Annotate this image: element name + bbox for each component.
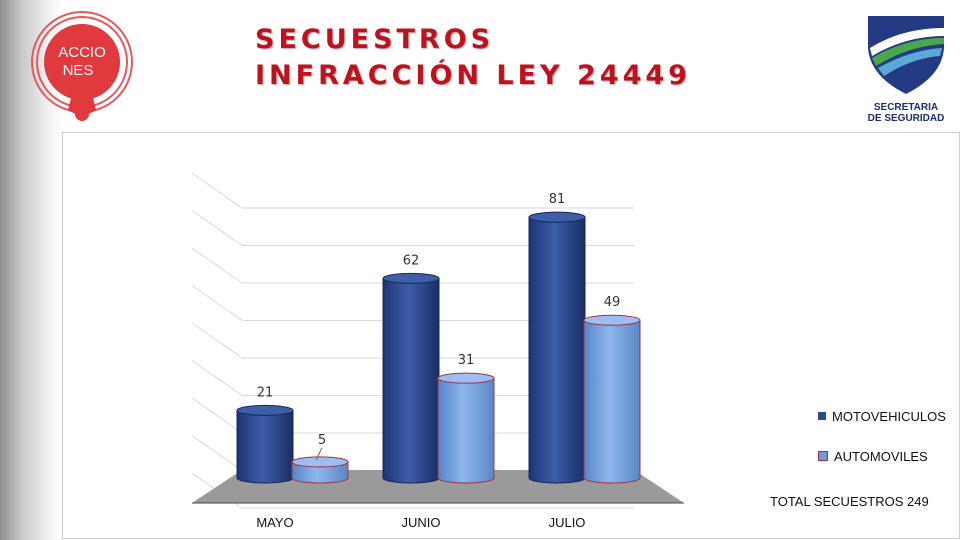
bar-top — [437, 372, 495, 384]
bar-motovehiculos-junio — [382, 272, 440, 484]
bar-top — [291, 456, 349, 468]
secretaria-text-2: DE SEGURIDAD — [867, 113, 945, 124]
gridline-diagonal — [191, 247, 243, 284]
bar-top — [583, 314, 641, 326]
gridline-diagonal — [191, 285, 243, 321]
bar-automoviles-junio — [437, 372, 495, 484]
category-label: MAYO — [256, 515, 293, 530]
title-line-1: SECUESTROS — [255, 24, 495, 55]
secretaria-text-1: SECRETARIA — [873, 102, 939, 113]
data-label: 81 — [549, 192, 566, 207]
legend-label-automoviles: AUTOMOVILES — [834, 448, 928, 464]
bar-body — [291, 461, 349, 484]
category-label: JULIO — [549, 515, 586, 530]
bar-top — [528, 211, 586, 223]
legend-swatch-motovehiculos — [818, 412, 826, 420]
bar-top — [382, 272, 440, 284]
data-label: 5 — [318, 433, 326, 448]
legend-label-motovehiculos: MOTOVEHICULOS — [832, 408, 946, 424]
bar-body — [437, 377, 495, 484]
gridline-diagonal — [191, 397, 243, 434]
gridline-diagonal — [191, 210, 243, 246]
legend-item-automoviles: AUTOMOVILES — [818, 446, 946, 466]
data-label: 21 — [257, 385, 274, 400]
data-label-leader — [315, 447, 323, 461]
data-label: 31 — [458, 353, 475, 368]
left-gradient-strip — [0, 0, 62, 540]
bar-body — [382, 277, 440, 484]
shield-icon — [868, 16, 944, 94]
bar-top — [236, 404, 294, 416]
title-line-2: INFRACCIÓN LEY 24449 — [255, 60, 691, 91]
gridline-diagonal — [191, 435, 243, 471]
bar-motovehiculos-julio — [528, 211, 586, 484]
acciones-logo-text-2: NES — [62, 62, 94, 79]
acciones-logo-text-1: ACCIO — [58, 44, 106, 61]
bar-body — [583, 319, 641, 484]
legend: MOTOVEHICULOS AUTOMOVILES — [818, 406, 946, 486]
gridline-diagonal — [191, 172, 243, 209]
bar-automoviles-mayo — [291, 456, 349, 484]
data-label: 62 — [403, 253, 420, 268]
legend-swatch-automoviles — [818, 451, 828, 461]
gridline-diagonal — [191, 360, 243, 396]
acciones-logo — [31, 11, 133, 121]
category-label: JUNIO — [402, 515, 441, 530]
bar-body — [528, 216, 586, 484]
data-label: 49 — [604, 295, 621, 310]
bar-body — [236, 409, 294, 484]
bar-motovehiculos-mayo — [236, 404, 294, 484]
bar-automoviles-julio — [583, 314, 641, 484]
gridline-diagonal — [191, 322, 243, 359]
total-secuestros: TOTAL SECUESTROS 249 — [770, 494, 929, 509]
legend-item-motovehiculos: MOTOVEHICULOS — [818, 406, 946, 426]
